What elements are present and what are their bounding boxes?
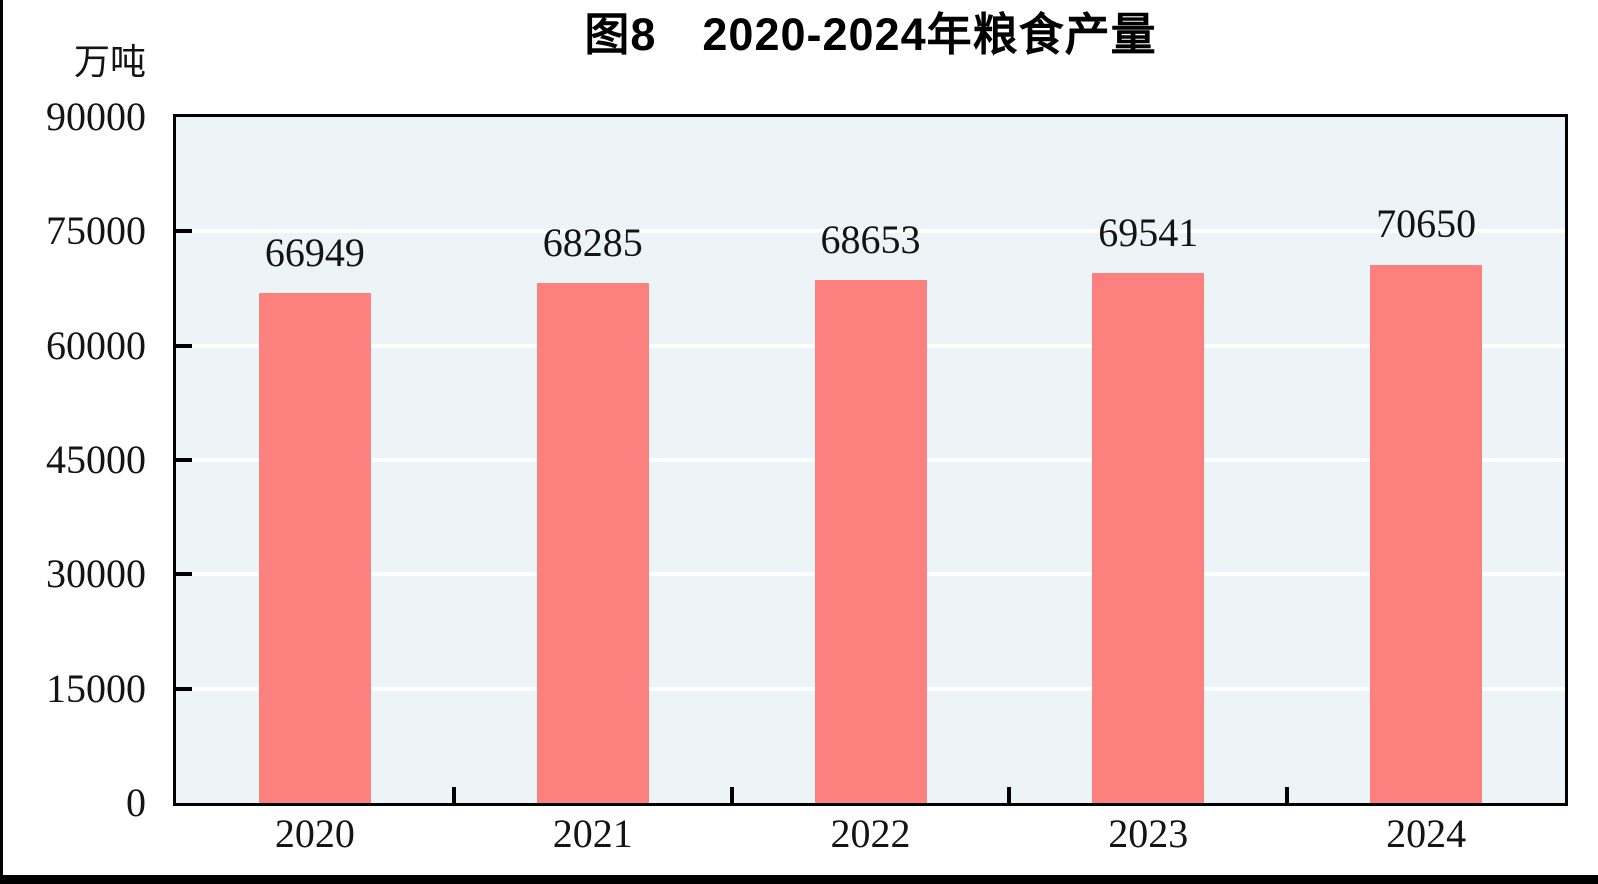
y-axis-tick-label-0: 0 — [126, 780, 146, 825]
x-axis-tick-boundary-2 — [729, 787, 734, 803]
y-axis-tick-60000 — [176, 343, 192, 348]
y-axis-unit-label: 万吨 — [73, 42, 146, 82]
bar-value-label-2022: 68653 — [820, 216, 921, 262]
y-axis-tick-label-75000: 75000 — [46, 208, 146, 254]
y-axis-tick-label-60000: 60000 — [46, 322, 146, 368]
page-left-border-line — [0, 0, 3, 876]
bar-value-label-2024: 70650 — [1376, 201, 1477, 247]
page-bottom-border-line — [0, 875, 1598, 884]
x-axis-tick-boundary-1 — [451, 787, 456, 803]
bar-2020 — [258, 292, 371, 803]
y-axis-tick-15000 — [176, 686, 192, 691]
bar-value-label-2021: 68285 — [542, 219, 643, 265]
y-axis-tick-label-30000: 30000 — [46, 551, 146, 597]
x-axis-category-label-2021: 2021 — [552, 811, 633, 856]
y-axis-tick-30000 — [176, 572, 192, 577]
x-axis-tick-boundary-3 — [1007, 787, 1012, 803]
bar-2021 — [536, 282, 649, 803]
chart-title: 图8 2020-2024年粮食产量 — [584, 9, 1157, 60]
x-axis-tick-boundary-4 — [1285, 787, 1290, 803]
x-axis-category-label-2024: 2024 — [1386, 811, 1467, 856]
x-axis-category-label-2020: 2020 — [274, 811, 355, 856]
y-axis-tick-45000 — [176, 458, 192, 462]
y-axis-tick-label-45000: 45000 — [46, 437, 146, 482]
y-axis-tick-label-15000: 15000 — [46, 665, 146, 711]
plot-area: 66949 68285 68653 69541 70650 — [173, 114, 1568, 806]
x-axis-category-label-2023: 2023 — [1108, 811, 1189, 856]
y-axis-tick-label-90000: 90000 — [46, 94, 146, 139]
bar-2024 — [1370, 264, 1483, 803]
bar-2022 — [814, 279, 927, 803]
bar-2023 — [1092, 272, 1205, 803]
bar-value-label-2020: 66949 — [264, 229, 365, 275]
gridline-75000 — [176, 229, 1565, 234]
y-axis-tick-75000 — [176, 229, 192, 234]
x-axis-category-label-2022: 2022 — [830, 811, 911, 856]
bar-value-label-2023: 69541 — [1098, 209, 1199, 255]
